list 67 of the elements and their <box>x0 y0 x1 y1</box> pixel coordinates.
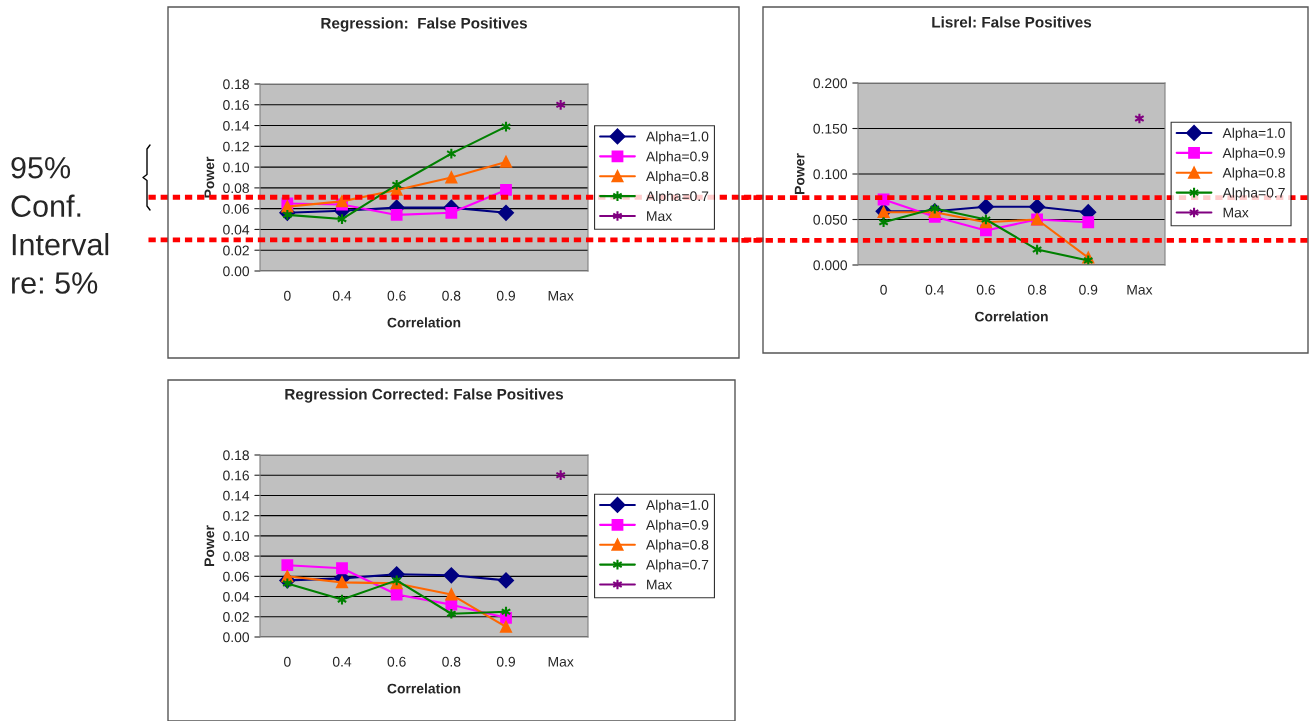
chart-title: Regression: False Positives <box>321 17 527 32</box>
y-tick-label: 0.16 <box>223 100 249 110</box>
y-tick-label: 0.02 <box>223 612 249 622</box>
x-tick-label: 0.6 <box>387 290 406 301</box>
y-tick-label: 0.04 <box>223 591 250 602</box>
x-tick-label: 0.9 <box>496 290 515 301</box>
legend-label: Alpha=0.8 <box>1222 167 1285 181</box>
x-axis-title: Correlation <box>975 311 1048 322</box>
y-axis-title: Power <box>204 525 215 566</box>
y-tick-label: 0.150 <box>813 123 848 134</box>
y-tick-label: 0.02 <box>223 245 249 256</box>
x-tick-label: Max <box>1127 284 1153 295</box>
y-tick-label: 0.00 <box>223 632 250 643</box>
legend-label: Alpha=0.9 <box>1222 147 1285 161</box>
y-axis-title: Power <box>794 153 805 194</box>
x-tick-label: 0.8 <box>1027 284 1047 295</box>
x-tick-label: 0.4 <box>332 290 352 301</box>
y-tick-label: 0.08 <box>223 551 249 562</box>
x-tick-label: 0 <box>880 284 887 295</box>
legend-label: Alpha=1.0 <box>1222 127 1285 141</box>
x-tick-label: 0.9 <box>496 656 515 667</box>
y-tick-label: 0.200 <box>813 78 848 89</box>
x-tick-label: 0.6 <box>976 284 995 295</box>
legend-label: Alpha=0.8 <box>645 539 709 553</box>
y-tick-label: 0.18 <box>223 79 249 90</box>
x-tick-label: Max <box>548 656 574 667</box>
y-tick-label: 0.12 <box>223 511 249 521</box>
y-tick-label: 0.12 <box>223 141 249 152</box>
legend-label: Alpha=0.7 <box>645 190 709 204</box>
text: 95% Conf. Interval re: 5% <box>11 156 109 294</box>
x-tick-label: 0 <box>284 290 291 301</box>
y-tick-label: 0.10 <box>223 531 250 542</box>
y-tick-label: 0.000 <box>813 260 848 271</box>
legend-label: Max <box>647 579 673 590</box>
legend-label: Max <box>1223 207 1249 218</box>
chart-title: Lisrel: False Positives <box>932 16 1092 28</box>
legend-label: Alpha=0.7 <box>645 559 709 573</box>
legend-label: Alpha=0.8 <box>645 171 709 184</box>
y-tick-label: 0.06 <box>223 571 249 582</box>
legend-label: Alpha=0.9 <box>645 151 709 165</box>
x-tick-label: 0.4 <box>925 284 944 295</box>
x-tick-label: 0 <box>284 656 291 667</box>
x-tick-label: 0.8 <box>442 656 461 667</box>
y-tick-label: 0.00 <box>223 266 250 277</box>
legend-label: Alpha=0.7 <box>1222 187 1285 201</box>
legend-label: Max <box>647 211 673 222</box>
y-tick-label: 0.16 <box>223 470 249 481</box>
y-tick-label: 0.050 <box>813 214 848 225</box>
x-axis-title: Correlation <box>387 317 461 328</box>
y-tick-label: 0.14 <box>223 120 250 131</box>
x-tick-label: 0.8 <box>442 290 461 301</box>
chart-title: Regression Corrected: False Positives <box>285 388 564 403</box>
x-tick-label: 0.6 <box>387 656 406 667</box>
x-tick-label: Max <box>548 290 574 301</box>
y-tick-label: 0.14 <box>223 490 250 501</box>
legend-label: Alpha=1.0 <box>645 131 709 145</box>
y-tick-label: 0.04 <box>223 224 250 235</box>
y-tick-label: 0.10 <box>223 162 250 173</box>
x-tick-label: 0.9 <box>1079 284 1098 295</box>
legend-label: Alpha=0.9 <box>645 519 709 533</box>
y-tick-label: 0.18 <box>223 450 249 461</box>
y-tick-label: 0.100 <box>813 169 848 180</box>
x-tick-label: 0.4 <box>332 656 352 667</box>
x-axis-title: Correlation <box>387 683 461 694</box>
legend-label: Alpha=1.0 <box>645 499 709 513</box>
y-tick-label: 0.06 <box>223 204 249 214</box>
y-tick-label: 0.08 <box>223 183 249 194</box>
